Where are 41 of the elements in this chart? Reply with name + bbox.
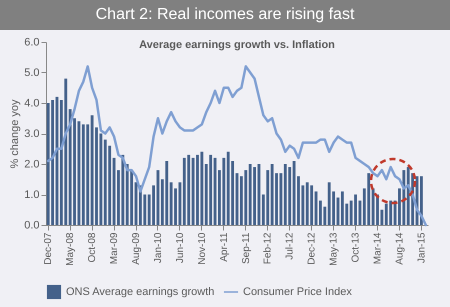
x-tick-label: Mar-09 bbox=[109, 232, 120, 264]
bar bbox=[292, 160, 296, 225]
y-tick-label: 1.0 bbox=[24, 189, 40, 201]
bar bbox=[200, 152, 204, 225]
bar bbox=[209, 154, 212, 225]
bar bbox=[90, 115, 94, 225]
x-tick-label: Jan-10 bbox=[152, 232, 164, 264]
x-tick-label: Feb-12 bbox=[262, 232, 274, 264]
bar bbox=[248, 164, 252, 225]
bar bbox=[340, 191, 344, 225]
x-tick-label: Oct-13 bbox=[350, 232, 362, 263]
x-tick-label: Dec-07 bbox=[43, 232, 54, 265]
x-tick-label: May-08 bbox=[65, 232, 76, 266]
bar bbox=[51, 100, 54, 225]
x-tick-label: Jan-15 bbox=[416, 232, 428, 264]
x-tick-label: May-13 bbox=[328, 232, 340, 266]
legend-label: ONS Average earnings growth bbox=[66, 286, 214, 298]
y-tick-label: 6.0 bbox=[24, 36, 40, 48]
x-tick-label: Aug-14 bbox=[394, 232, 406, 265]
y-tick-label: 4.0 bbox=[24, 98, 40, 110]
y-axis-title: % change yoy bbox=[9, 98, 22, 169]
y-tick-label: 5.0 bbox=[24, 67, 40, 79]
bar bbox=[310, 185, 314, 225]
x-tick-label: Jun-10 bbox=[174, 232, 186, 264]
legend-label: Consumer Price Index bbox=[243, 286, 352, 298]
x-tick-label: Apr-11 bbox=[218, 232, 230, 262]
chart-subtitle: Average earnings growth vs. Inflation bbox=[139, 39, 336, 51]
bar bbox=[192, 158, 195, 225]
y-tick-label: 3.0 bbox=[24, 128, 40, 140]
chart-title: Chart 2: Real incomes are rising fast bbox=[0, 0, 450, 30]
x-tick-label: Sep-11 bbox=[240, 232, 252, 264]
x-tick-label: Aug-09 bbox=[131, 232, 142, 265]
y-tick-label: 2.0 bbox=[24, 158, 40, 170]
bar bbox=[270, 164, 274, 225]
x-tick-label: Nov-10 bbox=[196, 232, 208, 265]
y-tick-label: 0.0 bbox=[24, 220, 40, 232]
bar bbox=[121, 154, 124, 225]
x-tick-label: Jul-12 bbox=[284, 232, 296, 260]
x-tick-label: Dec-12 bbox=[306, 232, 318, 265]
x-tick-label: Mar-14 bbox=[372, 232, 384, 264]
x-tick-label: Oct-08 bbox=[87, 232, 98, 263]
